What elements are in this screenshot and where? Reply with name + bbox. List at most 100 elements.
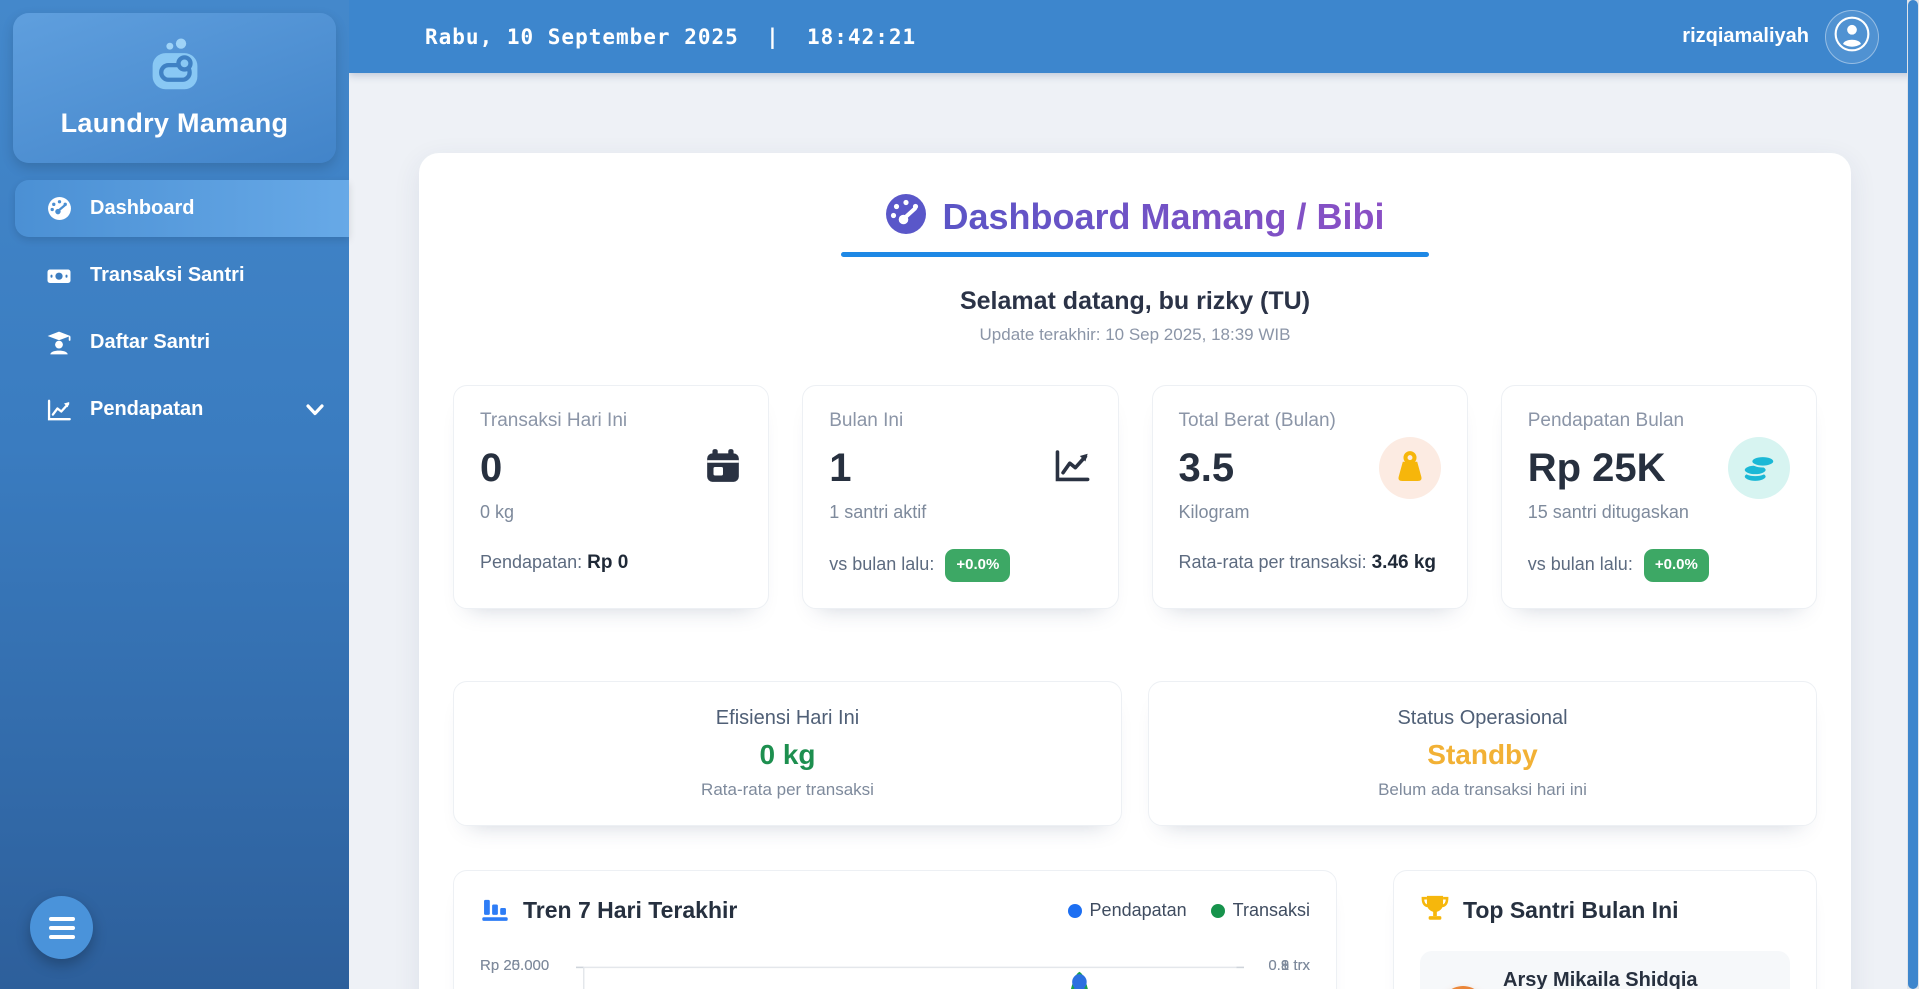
info-card-efisiensi: Efisiensi Hari Ini 0 kg Rata-rata per tr… bbox=[453, 680, 1122, 826]
stat-value: 1 bbox=[829, 445, 852, 490]
chart-line-icon bbox=[45, 397, 73, 423]
stat-sub: 15 santri ditugaskan bbox=[1527, 502, 1689, 522]
brand-card: Laundry Mamang bbox=[13, 13, 336, 163]
legend-label: Pendapatan bbox=[1089, 900, 1187, 920]
stat-value: 0 bbox=[480, 445, 503, 490]
last-update-text: Update terakhir: 10 Sep 2025, 18:39 WIB bbox=[979, 325, 1291, 344]
stat-footer-value: 3.46 kg bbox=[1371, 552, 1437, 573]
info-grid: Efisiensi Hari Ini 0 kg Rata-rata per tr… bbox=[453, 680, 1817, 826]
topbar: Rabu, 10 September 2025 | 18:42:21 rizqi… bbox=[349, 0, 1919, 73]
money-bill-icon bbox=[45, 263, 73, 289]
sidebar-item-label: Daftar Santri bbox=[90, 331, 211, 353]
trend-panel: Tren 7 Hari Terakhir Pendapatan Transaks… bbox=[453, 869, 1337, 989]
hamburger-menu-icon bbox=[48, 916, 75, 921]
stat-footer: vs bulan lalu: +0.0% bbox=[1528, 549, 1790, 582]
stats-grid: Transaksi Hari Ini 0 bbox=[453, 385, 1817, 609]
trend-header: Tren 7 Hari Terakhir Pendapatan Transaks… bbox=[480, 889, 1310, 933]
stat-footer: Pendapatan: Rp 0 bbox=[480, 549, 742, 578]
datetime-display: Rabu, 10 September 2025 | 18:42:21 bbox=[425, 24, 917, 49]
calendar-icon bbox=[704, 447, 742, 490]
sidebar-item-daftar-santri[interactable]: Daftar Santri bbox=[15, 314, 349, 371]
growth-badge: +0.0% bbox=[945, 549, 1011, 582]
stat-card-total-berat: Total Berat (Bulan) 3.5 Kilogram bbox=[1151, 385, 1468, 609]
stat-footer-label: Pendapatan: bbox=[480, 552, 583, 572]
page-scrollbar[interactable] bbox=[1907, 0, 1919, 989]
stat-value: 3.5 bbox=[1178, 445, 1235, 490]
user-avatar-button[interactable] bbox=[1825, 9, 1879, 64]
chevron-down-icon bbox=[305, 403, 325, 417]
bottom-grid: Tren 7 Hari Terakhir Pendapatan Transaks… bbox=[453, 869, 1817, 989]
main-area: Rabu, 10 September 2025 | 18:42:21 rizqi… bbox=[349, 0, 1919, 989]
legend-label: Transaksi bbox=[1232, 900, 1310, 920]
user-area: rizqiamaliyah bbox=[1682, 9, 1879, 64]
page-title-row: Dashboard Mamang / Bibi bbox=[453, 193, 1817, 240]
legend-dot-green bbox=[1210, 903, 1225, 918]
stat-sub: 0 kg bbox=[480, 502, 515, 522]
y-axis-left-tick: Rp 20.000 bbox=[480, 956, 550, 974]
legend-dot-blue bbox=[1067, 903, 1082, 918]
stat-sub: Kilogram bbox=[1178, 502, 1250, 522]
legend-transaksi[interactable]: Transaksi bbox=[1210, 900, 1310, 921]
brand-name: Laundry Mamang bbox=[60, 108, 289, 138]
coins-icon bbox=[1728, 437, 1790, 499]
bar-chart-icon bbox=[480, 893, 510, 928]
stat-card-pendapatan-bulan: Pendapatan Bulan Rp 25K bbox=[1500, 385, 1817, 609]
santri-name: Arsy Mikaila Shidqia bbox=[1503, 968, 1698, 989]
username: rizqiamaliyah bbox=[1682, 25, 1809, 47]
stat-card-bulan-ini: Bulan Ini 1 1 santri aktif bbox=[802, 385, 1119, 609]
trend-chart: Rp 25.000 Rp 20.000 1 trx 0.9 trx 0.8 tr… bbox=[480, 957, 1310, 989]
scrollbar-thumb[interactable] bbox=[1908, 0, 1918, 989]
top-santri-header: Top Santri Bulan Ini bbox=[1420, 889, 1790, 933]
info-title: Status Operasional bbox=[1397, 706, 1568, 729]
info-value: 0 kg bbox=[759, 738, 816, 770]
info-card-status-operasional: Status Operasional Standby Belum ada tra… bbox=[1148, 680, 1817, 826]
welcome-text: Selamat datang, bu rizky (TU) bbox=[959, 287, 1311, 315]
stat-card-transaksi-hari-ini: Transaksi Hari Ini 0 bbox=[453, 385, 770, 609]
content: Dashboard Mamang / Bibi Selamat datang, … bbox=[349, 73, 1919, 989]
sidebar-item-pendapatan[interactable]: Pendapatan bbox=[15, 381, 349, 438]
stat-footer-label: vs bulan lalu: bbox=[1527, 554, 1633, 574]
person-circle-icon bbox=[1833, 15, 1871, 58]
trophy-icon bbox=[1420, 893, 1450, 928]
gauge-icon bbox=[885, 193, 927, 240]
stat-sub: 1 santri aktif bbox=[829, 502, 927, 522]
top-santri-panel: Top Santri Bulan Ini 1 Arsy Mikaila Shid… bbox=[1393, 869, 1817, 989]
trend-title: Tren 7 Hari Terakhir bbox=[523, 897, 738, 923]
sidebar-item-dashboard[interactable]: Dashboard bbox=[15, 180, 349, 237]
sidebar-item-label: Pendapatan bbox=[90, 398, 204, 420]
info-title: Efisiensi Hari Ini bbox=[715, 706, 860, 729]
dashboard-panel: Dashboard Mamang / Bibi Selamat datang, … bbox=[419, 153, 1851, 989]
title-underline bbox=[841, 252, 1429, 257]
y-axis-right-tick: 0.8 trx bbox=[1268, 956, 1310, 974]
y-axis-left-tick: Rp 25.000 bbox=[480, 956, 550, 974]
sidebar-item-transaksi-santri[interactable]: Transaksi Santri bbox=[15, 247, 349, 304]
graduate-icon bbox=[45, 330, 73, 356]
stat-footer-value: Rp 0 bbox=[587, 552, 629, 573]
sidebar: Laundry Mamang Dashboard bbox=[0, 0, 349, 989]
washing-machine-icon bbox=[144, 37, 206, 100]
sidebar-item-label: Dashboard bbox=[90, 197, 195, 219]
stat-label: Transaksi Hari Ini bbox=[480, 410, 628, 431]
legend-pendapatan[interactable]: Pendapatan bbox=[1067, 900, 1187, 921]
info-sub: Rata-rata per transaksi bbox=[701, 779, 874, 799]
status-badge: Standby bbox=[1427, 738, 1538, 770]
list-item: 1 Arsy Mikaila Shidqia 7 - Tijan 303 1x … bbox=[1420, 950, 1790, 989]
stat-label: Bulan Ini bbox=[829, 410, 904, 431]
sidebar-toggle-button[interactable] bbox=[30, 896, 93, 959]
rank-badge: 1 bbox=[1440, 986, 1486, 989]
info-sub: Belum ada transaksi hari ini bbox=[1378, 779, 1587, 799]
stat-footer: vs bulan lalu: +0.0% bbox=[829, 549, 1091, 582]
chart-legend: Pendapatan Transaksi bbox=[1067, 900, 1310, 921]
stat-label: Total Berat (Bulan) bbox=[1178, 410, 1336, 431]
stat-value: Rp 25K bbox=[1527, 445, 1666, 490]
weight-icon bbox=[1378, 437, 1441, 499]
chart-line-icon bbox=[1052, 447, 1092, 490]
page-title: Dashboard Mamang / Bibi bbox=[942, 195, 1385, 237]
gauge-icon bbox=[45, 196, 73, 221]
stat-footer-label: vs bulan lalu: bbox=[829, 554, 935, 574]
stat-footer-label: Rata-rata per transaksi: bbox=[1178, 552, 1367, 572]
top-santri-title: Top Santri Bulan Ini bbox=[1463, 897, 1679, 923]
stat-label: Pendapatan Bulan bbox=[1527, 410, 1685, 431]
sidebar-item-label: Transaksi Santri bbox=[90, 264, 245, 286]
